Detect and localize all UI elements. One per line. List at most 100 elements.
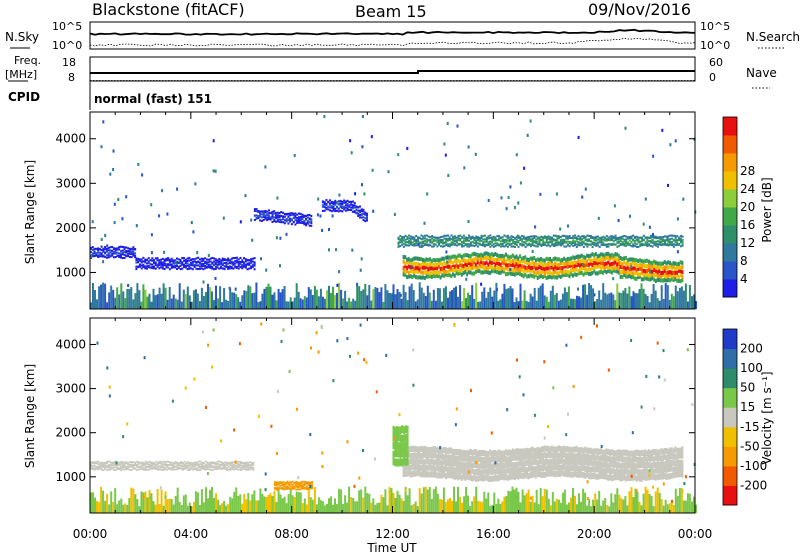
heat-cell	[109, 251, 112, 254]
heat-cell	[561, 446, 564, 453]
colorbar-tick-label: 8	[740, 254, 748, 268]
heat-cell	[323, 206, 326, 209]
x-tick-label: 16:00	[476, 527, 511, 541]
heat-cell	[496, 475, 499, 482]
heat-cell	[192, 466, 195, 469]
colorbar-tick-label: 28	[740, 164, 755, 178]
heat-cell	[448, 245, 451, 248]
heat-cell	[425, 265, 428, 270]
heat-cell	[527, 448, 530, 455]
heat-cell	[610, 449, 613, 456]
heat-cell	[476, 239, 479, 242]
heat-cell	[471, 262, 474, 267]
heat-cell	[557, 464, 560, 471]
heat-cell	[169, 467, 172, 470]
heat-cell	[98, 502, 101, 513]
heat-cell	[223, 268, 226, 271]
heat-cell	[619, 463, 622, 470]
heat-cell	[202, 268, 205, 271]
heat-cell	[618, 244, 621, 247]
heat-cell	[268, 212, 270, 215]
heat-cell	[276, 451, 278, 455]
heat-cell	[275, 487, 278, 489]
heat-cell	[623, 260, 626, 265]
heat-cell	[307, 487, 310, 513]
heat-cell	[439, 236, 442, 239]
heat-cell	[669, 234, 672, 237]
heat-cell	[427, 239, 430, 242]
heat-cell	[401, 449, 404, 458]
heat-cell	[296, 221, 299, 224]
heat-cell	[549, 446, 551, 453]
heat-cell	[614, 252, 617, 257]
heat-cell	[306, 216, 309, 219]
heat-cell	[190, 264, 193, 267]
heat-cell	[478, 456, 481, 463]
heat-cell	[559, 502, 562, 513]
heat-cell	[416, 446, 419, 453]
heat-cell	[339, 202, 342, 205]
heat-cell	[564, 272, 567, 277]
heat-cell	[624, 468, 627, 475]
heat-cell	[234, 465, 237, 467]
heat-cell	[225, 464, 228, 466]
heat-cell	[171, 464, 174, 467]
heat-cell	[644, 272, 647, 277]
heat-cell	[289, 488, 292, 490]
heat-cell	[598, 245, 601, 248]
heat-cell	[510, 237, 513, 240]
heat-cell	[543, 445, 546, 452]
heat-cell	[508, 239, 511, 242]
heat-cell	[542, 258, 544, 263]
heat-cell	[214, 261, 217, 265]
heat-cell	[195, 462, 198, 465]
heat-cell	[438, 498, 441, 513]
heat-cell	[202, 259, 205, 262]
heat-cell	[164, 491, 167, 513]
heat-cell	[480, 256, 483, 261]
heat-cell	[647, 474, 650, 481]
heat-cell	[317, 197, 320, 201]
heat-cell	[676, 447, 679, 454]
heat-cell	[489, 234, 492, 237]
heat-cell	[425, 243, 428, 246]
heat-cell	[612, 243, 615, 246]
heat-cell	[672, 466, 675, 473]
heat-cell	[447, 239, 449, 242]
heat-cell	[682, 290, 685, 309]
heat-cell	[658, 236, 661, 239]
heat-cell	[471, 467, 474, 474]
heat-cell	[427, 457, 430, 465]
heat-cell	[221, 257, 224, 260]
heat-cell	[107, 469, 110, 471]
heat-cell	[344, 201, 347, 204]
heat-cell	[123, 461, 126, 464]
heat-cell	[248, 259, 251, 262]
heat-cell	[416, 458, 419, 465]
heat-cell	[425, 471, 428, 478]
heat-cell	[436, 446, 439, 453]
heat-cell	[457, 267, 460, 272]
heat-cell	[535, 240, 538, 243]
heat-cell	[148, 463, 151, 466]
heat-cell	[407, 464, 410, 471]
heat-cell	[642, 456, 645, 463]
heat-cell	[394, 449, 397, 458]
heat-cell	[676, 460, 679, 467]
heat-cell	[491, 240, 494, 243]
heat-cell	[105, 468, 108, 471]
heat-cell	[648, 302, 651, 309]
heat-cell	[609, 269, 611, 274]
heat-cell	[628, 450, 631, 457]
heat-cell	[531, 265, 534, 270]
heat-cell	[452, 254, 454, 259]
heat-cell	[229, 464, 232, 467]
heat-cell	[645, 374, 648, 378]
heat-cell	[194, 467, 197, 470]
heat-cell	[204, 468, 207, 471]
heat-cell	[639, 258, 641, 263]
heat-cell	[480, 264, 483, 269]
heat-cell	[640, 263, 643, 268]
heat-cell	[253, 292, 256, 309]
heat-cell	[556, 235, 559, 238]
